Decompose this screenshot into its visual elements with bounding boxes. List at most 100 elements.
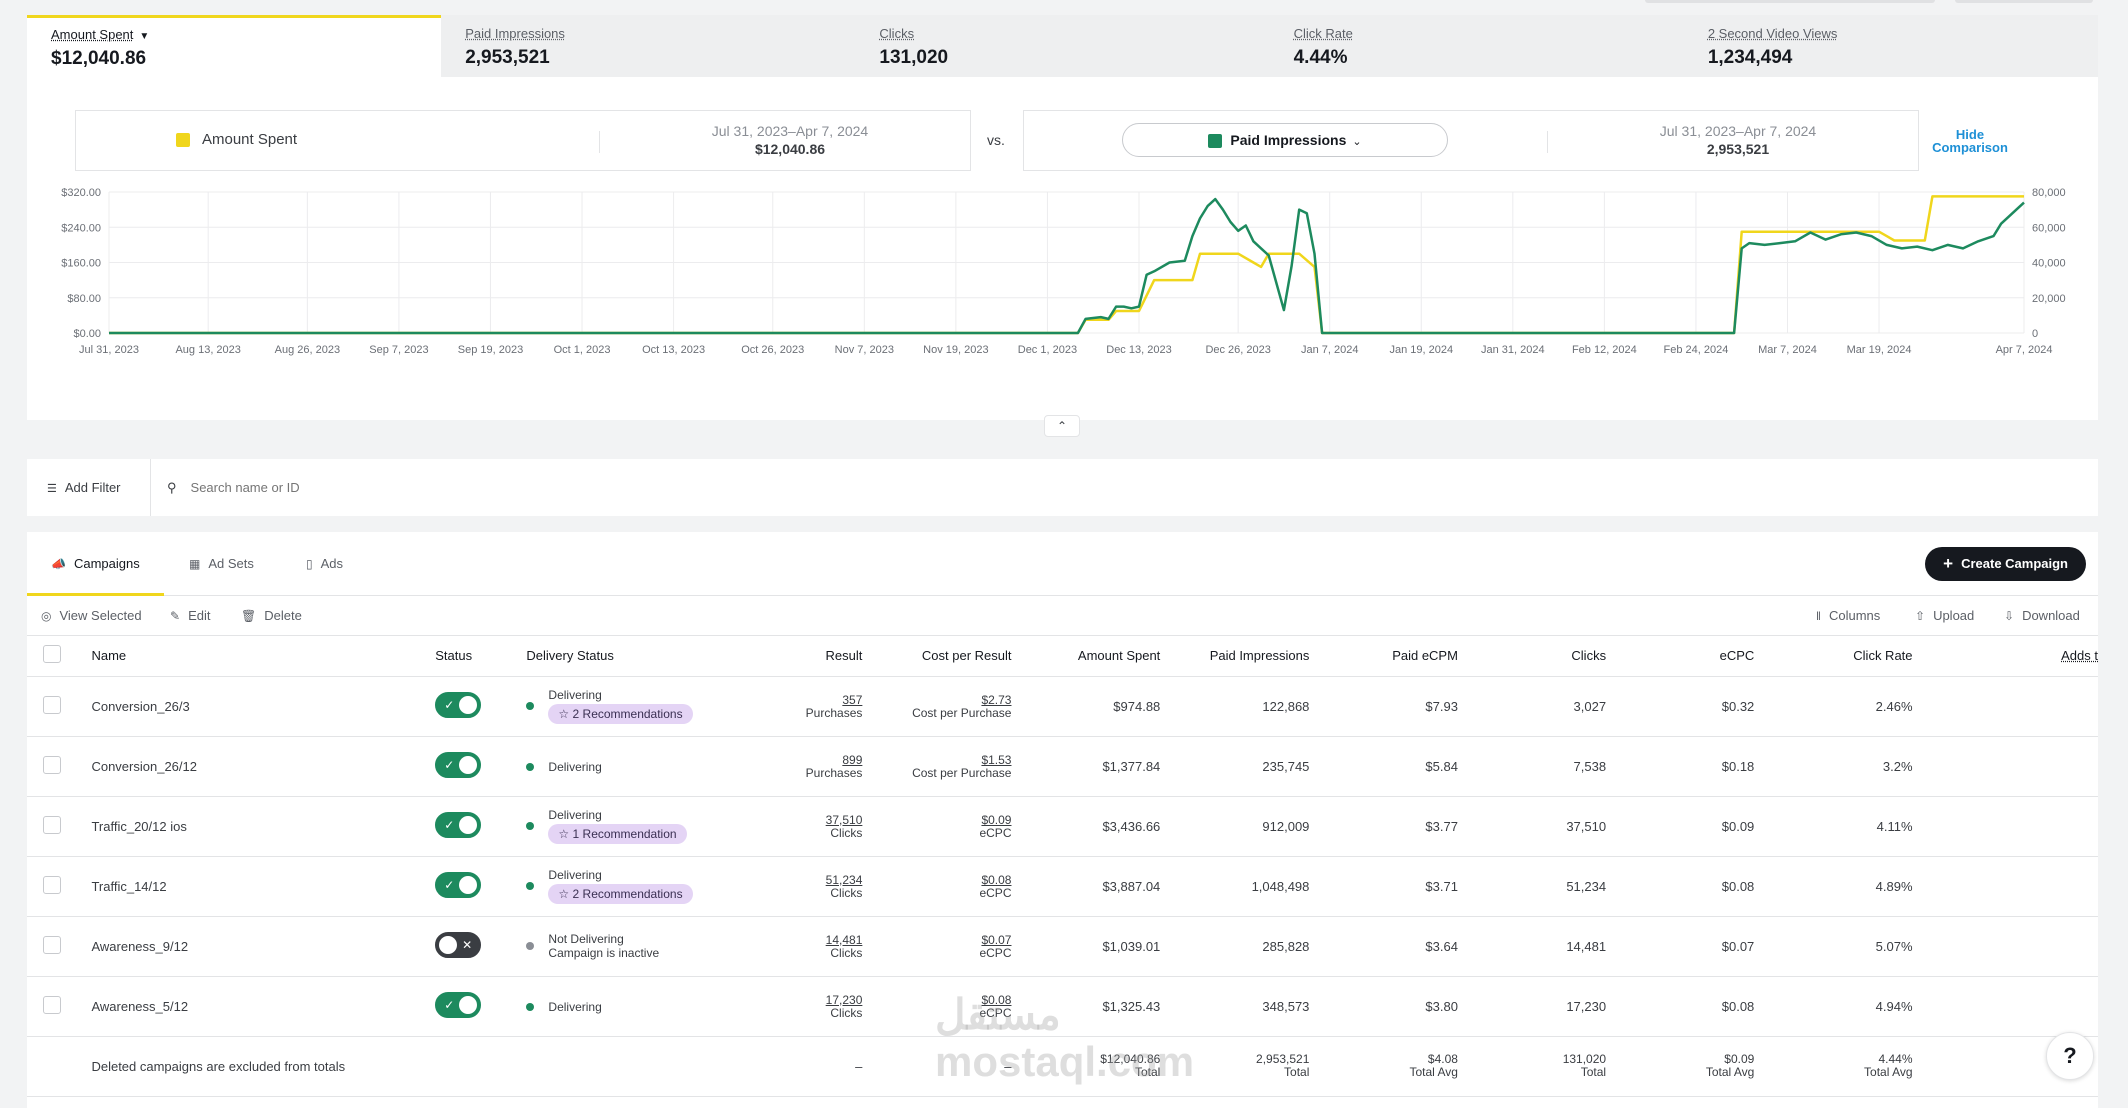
status-toggle[interactable]: ✓ (435, 751, 482, 778)
toggle-knob (459, 755, 478, 774)
col-cost-per-result[interactable]: Cost per Result (862, 636, 1012, 677)
col-name[interactable]: Name (91, 636, 436, 677)
campaign-name[interactable]: Conversion_26/3 (91, 676, 436, 737)
result-value[interactable]: 899 (842, 752, 863, 767)
columns-icon: ‖ (1816, 609, 1821, 623)
hide-comparison-link[interactable]: Hide Comparison (1930, 128, 2010, 154)
y-left-tick-label: $0.00 (73, 328, 101, 340)
row-checkbox[interactable] (43, 995, 61, 1014)
metric-tab-click-rate[interactable]: Click Rate 4.44% (1270, 15, 1684, 77)
delivery-status: Delivering (548, 759, 602, 774)
x-tick-label: Feb 12, 2024 (1572, 344, 1637, 356)
recommendation-badge[interactable]: ☆ 2 Recommendations (548, 884, 693, 904)
columns-button[interactable]: ‖ Columns (1816, 596, 1880, 636)
create-campaign-button[interactable]: + Create Campaign (1925, 547, 2086, 581)
paid-impressions-cell: 285,828 (1160, 916, 1310, 977)
campaign-name[interactable]: Awareness_9/12 (91, 916, 436, 977)
comparison-right-dates: Jul 31, 2023–Apr 7, 2024 2,953,521 (1588, 123, 1888, 157)
caret-down-icon[interactable]: ▼ (139, 31, 150, 42)
result-value[interactable]: 357 (842, 692, 863, 707)
row-checkbox[interactable] (43, 755, 61, 774)
campaign-name[interactable]: Traffic_20/12 ios (91, 796, 436, 857)
campaign-name[interactable]: Traffic_14/12 (91, 856, 436, 917)
comparison-left: Amount Spent Jul 31, 2023–Apr 7, 2024 $1… (75, 110, 971, 171)
series-line-paid-impressions (109, 197, 2025, 335)
col-paid-impressions[interactable]: Paid Impressions (1160, 636, 1310, 677)
metric-tab-clicks[interactable]: Clicks 131,020 (855, 15, 1269, 77)
clicks-cell: 7,538 (1457, 736, 1607, 797)
table-row[interactable]: Traffic_20/12 ios ✓ Delivering ☆ 1 Recommen… (27, 796, 2098, 857)
view-selected-button[interactable]: ◎ View Selected (41, 596, 142, 636)
campaigns-table: Name Status Delivery Status Result Cost … (27, 636, 2098, 1097)
status-toggle[interactable]: ✓ (435, 871, 482, 898)
cost-per-result-value[interactable]: $0.08 (981, 992, 1012, 1007)
help-button[interactable]: ? (2046, 1032, 2094, 1080)
result-value[interactable]: 14,481 (825, 932, 863, 947)
total-value: $0.09 (1724, 1052, 1755, 1066)
metric-tab-paid-impressions[interactable]: Paid Impressions 2,953,521 (441, 15, 855, 77)
result-value[interactable]: 17,230 (825, 992, 863, 1007)
status-toggle[interactable]: ✓ (435, 691, 482, 718)
x-tick-label: Mar 19, 2024 (1847, 344, 1912, 356)
metric-tab-video-views[interactable]: 2 Second Video Views 1,234,494 (1684, 15, 2098, 77)
ecpc-cell: $0.08 (1606, 856, 1755, 917)
cost-per-result-value[interactable]: $2.73 (981, 692, 1012, 707)
cost-per-result-value[interactable]: $0.07 (981, 932, 1012, 947)
campaigns-table-card: 📣 Campaigns ▦ Ad Sets ▯ Ads + Create Campaig… (27, 532, 2098, 1108)
tab-campaigns[interactable]: 📣 Campaigns (27, 532, 164, 596)
add-filter-button[interactable]: ☰ Add Filter (47, 459, 177, 516)
col-result[interactable]: Result (711, 636, 863, 677)
cost-per-result-value[interactable]: $0.09 (981, 812, 1012, 827)
col-amount-spent[interactable]: Amount Spent (1011, 636, 1161, 677)
delete-button[interactable]: 🗑 Delete (241, 596, 302, 636)
total-ctr-cell: 4.44% Total Avg (1754, 1036, 1913, 1097)
adds-cell (1912, 976, 2098, 1037)
select-all-checkbox[interactable] (43, 645, 61, 664)
tab-ad-sets[interactable]: ▦ Ad Sets (189, 532, 254, 596)
row-checkbox[interactable] (43, 695, 61, 714)
date-range: Jul 31, 2023–Apr 7, 2024 (711, 123, 869, 139)
table-row[interactable]: Conversion_26/3 ✓ Delivering ☆ 2 Recommenda… (27, 676, 2098, 737)
table-row[interactable]: Awareness_5/12 ✓ Delivering 17,230 Clicks $0.… (27, 976, 2098, 1037)
table-row[interactable]: Awareness_9/12 ✕ Not Delivering Campaign is… (27, 916, 2098, 977)
col-status[interactable]: Status (435, 636, 527, 677)
campaign-name[interactable]: Awareness_5/12 (91, 976, 436, 1037)
toggle-knob (459, 815, 478, 834)
col-adds[interactable]: Adds t (1912, 636, 2098, 677)
tab-ads[interactable]: ▯ Ads (306, 532, 343, 596)
result-value[interactable]: 51,234 (825, 872, 863, 887)
status-toggle[interactable]: ✕ (435, 931, 482, 958)
top-right-tab-1 (1645, 0, 1935, 3)
row-checkbox[interactable] (43, 875, 61, 894)
col-paid-ecpm[interactable]: Paid eCPM (1309, 636, 1458, 677)
collapse-chart-button[interactable]: ⌃ (1044, 415, 1080, 437)
edit-button[interactable]: ✎ Edit (170, 596, 210, 636)
status-toggle[interactable]: ✓ (435, 811, 482, 838)
upload-button[interactable]: ⇧ Upload (1915, 596, 1974, 636)
table-row[interactable]: Conversion_26/12 ✓ Delivering 899 Purchases $… (27, 736, 2098, 797)
col-delivery[interactable]: Delivery Status (526, 636, 712, 677)
col-clicks[interactable]: Clicks (1457, 636, 1607, 677)
delivery-cell: Delivering ☆ 1 Recommendation (526, 796, 712, 857)
cost-per-result-value[interactable]: $0.08 (981, 872, 1012, 887)
recommendation-badge[interactable]: ☆ 1 Recommendation (548, 824, 687, 844)
result-value[interactable]: 37,510 (825, 812, 863, 827)
cost-per-result-value[interactable]: $1.53 (981, 752, 1012, 767)
metric-value: 2,953,521 (465, 47, 550, 68)
metric-tab-amount-spent[interactable]: Amount Spent ▼ $12,040.86 (27, 15, 442, 77)
y-right-tick-label: 20,000 (2032, 293, 2066, 305)
comparison-metric-dropdown[interactable]: Paid Impressions ⌄ (1122, 123, 1448, 157)
col-click-rate[interactable]: Click Rate (1754, 636, 1913, 677)
row-checkbox[interactable] (43, 815, 61, 834)
table-row[interactable]: Traffic_14/12 ✓ Delivering ☆ 2 Recommendati… (27, 856, 2098, 917)
campaign-name[interactable]: Conversion_26/12 (91, 736, 436, 797)
table-header-row: Name Status Delivery Status Result Cost … (27, 636, 2098, 677)
recommendation-badge[interactable]: ☆ 2 Recommendations (548, 704, 693, 724)
comparison-right-label: Paid Impressions (1230, 132, 1347, 148)
status-toggle[interactable]: ✓ (435, 991, 482, 1018)
search-input[interactable] (190, 480, 591, 495)
download-button[interactable]: ⇩ Download (2004, 596, 2080, 636)
cost-per-result-label: eCPC (979, 885, 1012, 900)
row-checkbox[interactable] (43, 935, 61, 954)
col-ecpc[interactable]: eCPC (1606, 636, 1755, 677)
